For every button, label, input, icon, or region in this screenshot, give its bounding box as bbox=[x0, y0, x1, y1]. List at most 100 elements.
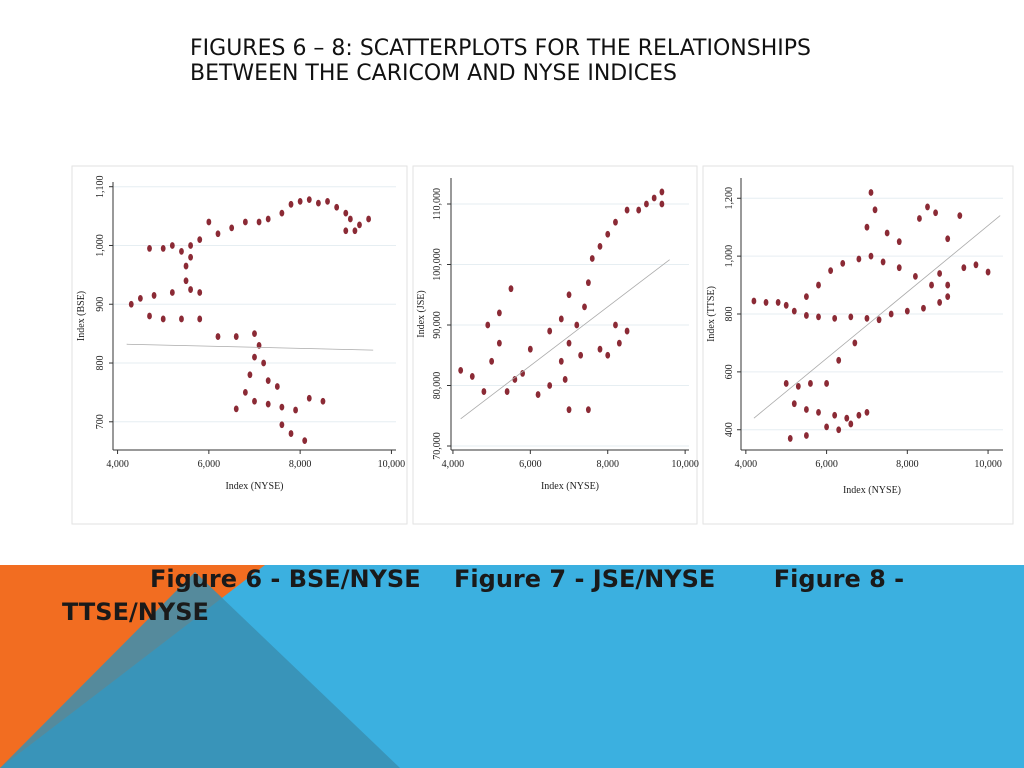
point bbox=[256, 218, 262, 226]
point bbox=[151, 292, 157, 299]
point bbox=[824, 380, 829, 387]
point bbox=[357, 221, 362, 229]
y-axis-label: Index (JSE) bbox=[416, 290, 427, 338]
point bbox=[856, 411, 862, 419]
point bbox=[566, 339, 572, 347]
point bbox=[197, 289, 203, 296]
point bbox=[274, 383, 280, 390]
point bbox=[775, 299, 781, 306]
point bbox=[816, 408, 821, 416]
y-tick-label: 70,000 bbox=[432, 432, 443, 460]
x-tick-label: 8,000 bbox=[596, 459, 619, 470]
x-tick-label: 10,000 bbox=[378, 459, 406, 470]
point bbox=[791, 400, 797, 408]
point bbox=[496, 339, 502, 347]
panel bbox=[702, 165, 1014, 525]
point bbox=[508, 285, 514, 293]
point bbox=[147, 312, 152, 320]
point bbox=[751, 297, 757, 305]
point bbox=[659, 188, 665, 196]
point bbox=[929, 281, 934, 289]
point bbox=[832, 314, 838, 322]
y-tick-label: 400 bbox=[724, 422, 735, 437]
point bbox=[183, 262, 189, 270]
y-tick-label: 700 bbox=[95, 414, 106, 429]
y-tick-label: 800 bbox=[95, 356, 106, 371]
point bbox=[252, 353, 257, 361]
x-tick-label: 6,000 bbox=[198, 459, 221, 470]
point bbox=[334, 203, 340, 211]
point bbox=[306, 196, 312, 204]
point bbox=[179, 247, 184, 255]
point bbox=[233, 333, 239, 340]
point bbox=[197, 315, 203, 323]
point bbox=[787, 435, 793, 442]
panel bbox=[412, 165, 698, 525]
point bbox=[558, 315, 564, 323]
x-tick-label: 10,000 bbox=[974, 459, 1002, 470]
point bbox=[160, 315, 166, 323]
point bbox=[366, 215, 372, 223]
point bbox=[520, 370, 525, 377]
point bbox=[937, 270, 943, 277]
point bbox=[816, 281, 821, 289]
point bbox=[169, 242, 175, 249]
point bbox=[306, 394, 312, 402]
y-axis-label: Index (BSE) bbox=[76, 291, 87, 341]
point bbox=[868, 252, 874, 260]
point bbox=[265, 400, 271, 408]
point bbox=[265, 215, 271, 223]
point bbox=[574, 321, 580, 329]
point bbox=[197, 236, 203, 243]
point bbox=[597, 242, 603, 250]
point bbox=[288, 430, 294, 437]
point bbox=[933, 209, 938, 217]
point bbox=[763, 299, 769, 306]
point bbox=[585, 406, 591, 414]
point bbox=[783, 380, 789, 387]
y-tick-label: 110,000 bbox=[432, 188, 443, 220]
point bbox=[183, 277, 189, 285]
point bbox=[803, 406, 809, 413]
x-tick-label: 4,000 bbox=[735, 459, 758, 470]
point bbox=[279, 209, 285, 217]
point bbox=[816, 313, 821, 321]
point bbox=[147, 245, 152, 252]
point bbox=[252, 397, 257, 405]
point bbox=[297, 197, 303, 205]
point bbox=[316, 199, 321, 207]
point bbox=[279, 421, 285, 429]
point bbox=[852, 339, 858, 347]
point bbox=[872, 206, 878, 214]
slide-title: FIGURES 6 – 8: SCATTERPLOTS FOR THE RELA… bbox=[190, 36, 811, 86]
point bbox=[169, 289, 175, 296]
point bbox=[917, 215, 922, 222]
point bbox=[352, 227, 358, 235]
point bbox=[803, 312, 809, 319]
point bbox=[242, 389, 248, 396]
point bbox=[188, 253, 193, 261]
x-tick-label: 4,000 bbox=[442, 459, 465, 470]
point bbox=[302, 437, 308, 444]
point bbox=[957, 212, 963, 220]
x-axis-label: Index (NYSE) bbox=[225, 481, 283, 492]
point bbox=[791, 307, 797, 315]
point bbox=[864, 408, 870, 416]
point bbox=[481, 388, 487, 395]
point bbox=[504, 388, 510, 395]
fit-line bbox=[126, 343, 374, 351]
point bbox=[945, 293, 951, 301]
point bbox=[562, 376, 568, 383]
y-tick-label: 100,000 bbox=[432, 248, 443, 281]
point bbox=[605, 230, 611, 238]
point bbox=[343, 227, 349, 235]
point bbox=[904, 307, 910, 315]
point bbox=[828, 267, 834, 274]
point bbox=[783, 301, 789, 309]
point bbox=[876, 316, 882, 324]
point bbox=[848, 420, 854, 428]
point bbox=[824, 423, 829, 431]
y-tick-label: 1,000 bbox=[724, 245, 735, 268]
